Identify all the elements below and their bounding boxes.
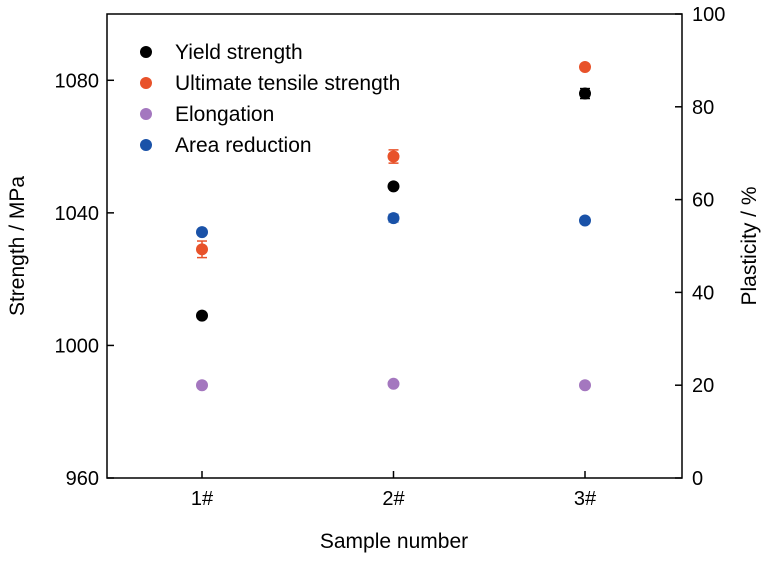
- ultimate-tensile-strength-point: [579, 61, 591, 74]
- area-reduction-point: [387, 212, 400, 225]
- yield-strength-point: [196, 309, 208, 322]
- legend-label-yield-strength: Yield strength: [175, 41, 303, 64]
- right-axis-ticks: 0 20 40 60 80 100: [675, 4, 725, 490]
- plot-frame: [106, 13, 683, 479]
- x-axis-title: Sample number: [320, 530, 468, 553]
- legend-label-ultimate-tensile-strength: Ultimate tensile strength: [175, 72, 400, 95]
- left-axis-title: Strength / MPa: [6, 176, 29, 316]
- elongation-point: [196, 379, 208, 392]
- ultimate-tensile-strength-point: [196, 243, 208, 256]
- ultimate-tensile-strength-point: [387, 150, 400, 163]
- area-reduction-point: [579, 214, 591, 227]
- legend-label-area-reduction: Area reduction: [175, 134, 312, 157]
- x-tick-label: 1#: [191, 488, 214, 510]
- yield-strength-point: [387, 180, 400, 193]
- right-tick-label: 40: [692, 282, 714, 304]
- right-tick-label: 20: [692, 375, 714, 397]
- legend: Yield strength Ultimate tensile strength E…: [140, 41, 400, 157]
- right-axis-title: Plasticity / %: [738, 186, 761, 305]
- legend-label-elongation: Elongation: [175, 103, 274, 126]
- legend-marker-ultimate-tensile-strength: [140, 77, 152, 89]
- left-tick-label: 1000: [55, 335, 100, 357]
- right-tick-label: 0: [692, 468, 703, 490]
- right-tick-label: 100: [692, 4, 725, 26]
- legend-marker-elongation: [140, 108, 152, 120]
- left-tick-label: 1040: [55, 203, 100, 225]
- x-axis-ticks: 1# 2# 3#: [191, 471, 597, 510]
- legend-marker-yield-strength: [140, 46, 152, 58]
- left-tick-label: 1080: [55, 70, 100, 92]
- x-tick-label: 3#: [574, 488, 597, 510]
- area-reduction-point: [196, 226, 208, 239]
- right-tick-label: 60: [692, 190, 714, 212]
- right-tick-label: 80: [692, 97, 714, 119]
- left-tick-label: 960: [66, 468, 99, 490]
- elongation-point: [579, 379, 591, 392]
- legend-marker-area-reduction: [140, 139, 152, 151]
- left-axis-ticks: 960 1000 1040 1080: [55, 70, 114, 490]
- x-tick-label: 2#: [382, 488, 405, 510]
- elongation-point: [387, 377, 400, 390]
- data-marks: [196, 61, 591, 392]
- yield-strength-point: [579, 87, 591, 100]
